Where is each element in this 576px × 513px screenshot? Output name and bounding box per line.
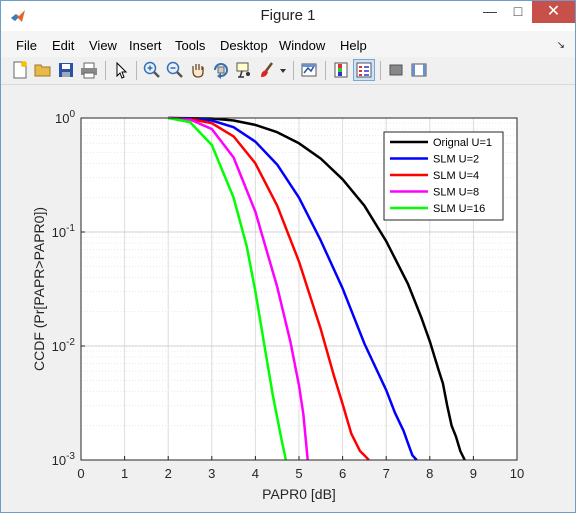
toolbar-separator: [325, 61, 326, 80]
x-axis-ticks: 0 1 2 3 4 5 6 7 8 9 10: [77, 456, 524, 481]
y-axis-ticks: 100 10-1 10-2 10-3: [52, 109, 85, 468]
matlab-logo-icon: [11, 10, 25, 22]
x-tick-label: 10: [510, 466, 524, 481]
x-tick-label: 3: [208, 466, 215, 481]
series-line-3: [168, 116, 309, 461]
series-line-2: [168, 116, 370, 461]
toolbar-separator: [105, 61, 106, 80]
link-plot-icon[interactable]: [299, 60, 319, 80]
x-tick-label: 2: [165, 466, 172, 481]
x-axis-label: PAPR0 [dB]: [262, 486, 336, 502]
x-tick-label: 1: [121, 466, 128, 481]
x-tick-label: 5: [295, 466, 302, 481]
hide-plot-tools-icon[interactable]: [386, 60, 406, 80]
x-tick-label: 7: [383, 466, 390, 481]
insert-legend-icon[interactable]: [353, 59, 375, 81]
menu-bar: File Edit View Insert Tools Desktop Wind…: [1, 31, 575, 57]
series-line-1: [168, 116, 418, 461]
save-icon[interactable]: [56, 60, 76, 80]
brush-dropdown-arrow-icon[interactable]: [277, 60, 289, 80]
plot-lines: [167, 116, 466, 461]
data-cursor-icon[interactable]: [234, 60, 254, 80]
print-icon[interactable]: [79, 60, 99, 80]
x-tick-label: 6: [339, 466, 346, 481]
menu-tools[interactable]: Tools: [175, 38, 206, 53]
x-tick-label: 8: [426, 466, 433, 481]
x-tick-label: 0: [77, 466, 84, 481]
y-tick-label: 10-3: [52, 451, 76, 468]
rotate-3d-icon[interactable]: [211, 60, 231, 80]
maximize-button[interactable]: □: [513, 3, 523, 19]
menu-view[interactable]: View: [89, 38, 117, 53]
pan-hand-icon[interactable]: [188, 60, 208, 80]
dock-arrow-icon[interactable]: ↘: [556, 40, 565, 51]
y-tick-label: 10-2: [52, 337, 76, 354]
toolbar-separator: [380, 61, 381, 80]
legend-label-2: SLM U=4: [433, 170, 479, 182]
menu-file[interactable]: File: [16, 38, 37, 53]
y-tick-label: 10-1: [52, 223, 76, 240]
brush-icon[interactable]: [257, 60, 277, 80]
grid-lines: [81, 118, 517, 460]
legend-label-1: SLM U=2: [433, 154, 479, 166]
legend[interactable]: Orignal U=1 SLM U=2 SLM U=4 SLM U=8 SLM U=16: [383, 131, 504, 221]
menu-desktop[interactable]: Desktop: [220, 38, 268, 53]
figure-toolbar: [1, 57, 575, 85]
show-plot-tools-icon[interactable]: [409, 60, 429, 80]
y-axis-label: CCDF (Pr[PAPR>PAPR0]): [31, 207, 47, 371]
zoom-out-icon[interactable]: [165, 60, 185, 80]
series-line-4: [167, 116, 288, 461]
insert-colorbar-icon[interactable]: [331, 60, 351, 80]
window-title: Figure 1: [260, 7, 316, 24]
close-button[interactable]: ✕: [532, 1, 575, 23]
menu-edit[interactable]: Edit: [52, 38, 75, 53]
toolbar-separator: [293, 61, 294, 80]
y-tick-label: 100: [55, 109, 75, 126]
open-file-icon[interactable]: [33, 60, 53, 80]
x-tick-label: 4: [252, 466, 259, 481]
edit-plot-arrow-icon[interactable]: [111, 60, 131, 80]
toolbar-separator: [136, 61, 137, 80]
menu-window[interactable]: Window: [279, 38, 326, 53]
legend-label-3: SLM U=8: [433, 187, 479, 199]
minimize-button[interactable]: —: [483, 3, 497, 19]
new-figure-icon[interactable]: [10, 60, 30, 80]
zoom-in-icon[interactable]: [142, 60, 162, 80]
series-line-0: [168, 116, 466, 461]
legend-label-4: SLM U=16: [433, 203, 485, 215]
legend-label-0: Orignal U=1: [433, 137, 492, 149]
x-tick-label: 9: [470, 466, 477, 481]
menu-insert[interactable]: Insert: [129, 38, 162, 53]
title-bar[interactable]: Figure 1 — □ ✕: [1, 1, 575, 31]
menu-help[interactable]: Help: [340, 38, 367, 53]
